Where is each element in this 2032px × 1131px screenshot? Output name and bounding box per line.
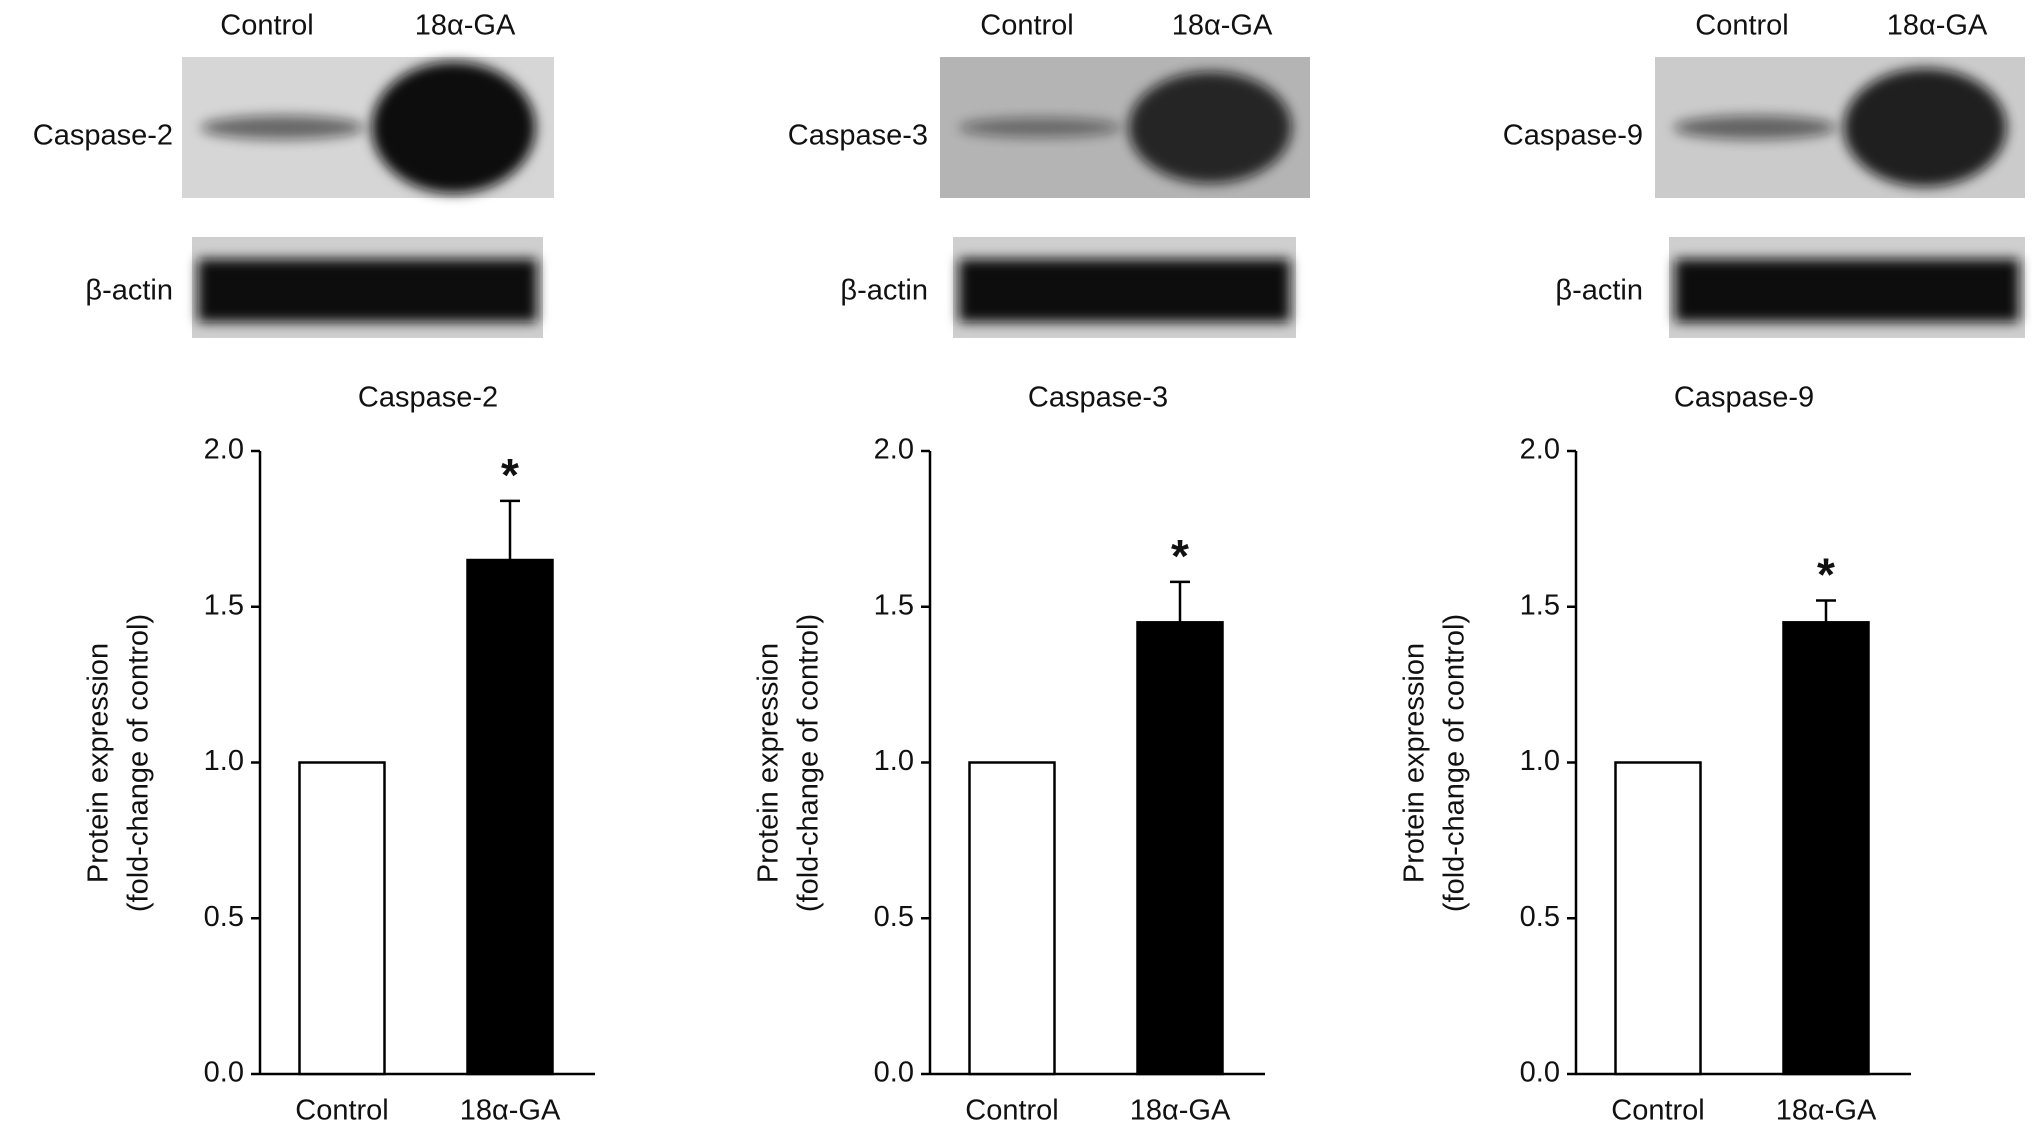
y-axis-label: Protein expression xyxy=(83,643,115,883)
chart-title: Caspase-2 xyxy=(358,382,498,414)
x-tick-label: Control xyxy=(1611,1095,1705,1127)
blot-lane-label: Control xyxy=(220,10,314,42)
y-tick-label: 1.0 xyxy=(874,745,914,777)
x-tick-label: 18α-GA xyxy=(460,1095,561,1127)
blot-row-label: β-actin xyxy=(840,275,928,307)
y-tick-label: 1.0 xyxy=(1520,745,1560,777)
y-tick-label: 0.5 xyxy=(874,901,914,933)
chart-title: Caspase-3 xyxy=(1028,382,1168,414)
blot-lane-label: Control xyxy=(1695,10,1789,42)
x-tick-label: 18α-GA xyxy=(1776,1095,1877,1127)
panel: Caspase-9 β-actin Control 18α-GA Caspase-9 Pr… xyxy=(1399,10,2025,1127)
error-bar xyxy=(1170,580,1190,623)
blot-lane-label: 18α-GA xyxy=(415,10,516,42)
blot-row-label: Caspase-3 xyxy=(788,120,928,152)
y-axis-label: (fold-change of control) xyxy=(1439,614,1471,912)
y-tick-label: 2.0 xyxy=(1520,434,1560,466)
y-tick-label: 2.0 xyxy=(204,434,244,466)
bar xyxy=(466,558,554,1076)
y-tick-label: 1.0 xyxy=(204,745,244,777)
blot-lane-label: Control xyxy=(980,10,1074,42)
y-tick-label: 1.5 xyxy=(1520,589,1560,621)
y-axis-label: Protein expression xyxy=(1399,643,1431,883)
y-tick-label: 0.5 xyxy=(1520,901,1560,933)
y-tick-label: 2.0 xyxy=(874,434,914,466)
blot-band xyxy=(1673,115,1837,140)
blot-band xyxy=(371,61,536,194)
significance-marker: * xyxy=(1817,549,1835,601)
y-tick-label: 1.5 xyxy=(204,589,244,621)
bar xyxy=(1782,621,1870,1076)
blot-row-label: β-actin xyxy=(85,275,173,307)
y-tick-label: 0.0 xyxy=(204,1057,244,1089)
bar xyxy=(298,761,386,1076)
panel: Caspase-3 β-actin Control 18α-GA Caspase-3 Pr… xyxy=(753,10,1310,1127)
x-tick-label: Control xyxy=(965,1095,1059,1127)
blot-band xyxy=(1843,68,2007,187)
blot-lane-label: 18α-GA xyxy=(1172,10,1273,42)
x-tick-label: 18α-GA xyxy=(1130,1095,1231,1127)
blot-lane-label: 18α-GA xyxy=(1887,10,1988,42)
blot-row-label: β-actin xyxy=(1555,275,1643,307)
blot-band xyxy=(1675,259,2019,322)
y-tick-label: 0.0 xyxy=(874,1057,914,1089)
blot-band xyxy=(198,259,537,322)
blot-row-label: Caspase-9 xyxy=(1503,120,1643,152)
y-axis-label: Protein expression xyxy=(753,643,785,883)
y-axis-label: (fold-change of control) xyxy=(793,614,825,912)
x-tick-label: Control xyxy=(295,1095,389,1127)
y-axis-label: (fold-change of control) xyxy=(123,614,155,912)
y-tick-label: 1.5 xyxy=(874,589,914,621)
bar xyxy=(1136,621,1224,1076)
error-bar xyxy=(500,499,520,561)
y-tick-label: 0.0 xyxy=(1520,1057,1560,1089)
blot-band xyxy=(959,259,1290,322)
blot-row-label: Caspase-2 xyxy=(33,120,173,152)
y-tick-label: 0.5 xyxy=(204,901,244,933)
bar xyxy=(968,761,1056,1076)
error-bar xyxy=(1816,599,1836,623)
significance-marker: * xyxy=(501,449,519,501)
blot-band xyxy=(200,115,365,140)
significance-marker: * xyxy=(1171,530,1189,582)
blot-band xyxy=(958,117,1122,138)
bar xyxy=(1614,761,1702,1076)
blot-band xyxy=(1128,71,1292,184)
chart-title: Caspase-9 xyxy=(1674,382,1814,414)
panel: Caspase-2 β-actin Control 18α-GA Caspase-2 Pr… xyxy=(33,10,595,1127)
